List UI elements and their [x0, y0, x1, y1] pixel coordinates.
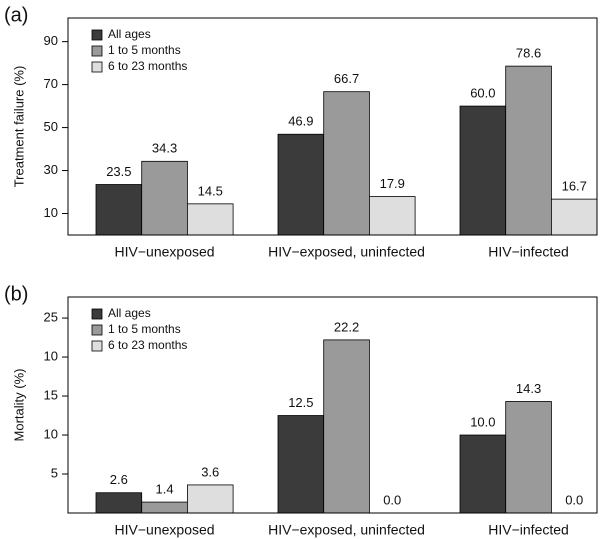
- plot-frame: [67, 17, 598, 236]
- legend-label: 1 to 5 months: [108, 43, 181, 57]
- value-label: 34.3: [152, 141, 177, 156]
- value-label: 78.6: [516, 46, 541, 61]
- bar: [505, 65, 552, 236]
- y-tick-label: 50: [44, 119, 58, 134]
- legend-swatch: [91, 45, 103, 57]
- bar: [368, 196, 416, 236]
- value-label: 23.5: [106, 164, 131, 179]
- y-tick-label: 10: [44, 348, 58, 363]
- bar: [323, 339, 370, 514]
- y-tick-label: 10: [44, 426, 58, 441]
- x-tick-label: HIV−exposed, uninfected: [268, 244, 425, 260]
- legend-label: 6 to 23 months: [108, 59, 187, 73]
- bar: [551, 198, 598, 236]
- legend-label: 1 to 5 months: [108, 322, 181, 336]
- bar: [277, 415, 325, 514]
- bar: [186, 484, 234, 514]
- plot-frame: [67, 296, 598, 514]
- x-tick-label: HIV−infected: [488, 522, 569, 538]
- value-label: 14.5: [198, 183, 223, 198]
- y-tick-label: 25: [44, 309, 58, 324]
- bar: [95, 184, 143, 236]
- x-tick-label: HIV−infected: [488, 244, 569, 260]
- bar: [505, 401, 552, 514]
- value-label: 1.4: [156, 482, 174, 497]
- bar: [141, 501, 188, 514]
- legend-swatch: [91, 61, 103, 73]
- legend-swatch: [91, 324, 103, 336]
- bar: [323, 91, 370, 236]
- x-tick-label: HIV−unexposed: [115, 244, 215, 260]
- x-tick-label: HIV−exposed, uninfected: [268, 522, 425, 538]
- x-tick-label: HIV−unexposed: [115, 522, 215, 538]
- bar: [186, 203, 234, 236]
- panel-label: (a): [4, 4, 28, 26]
- y-tick-label: 10: [44, 205, 58, 220]
- bar: [459, 105, 507, 236]
- value-label: 17.9: [380, 176, 405, 191]
- y-tick-label: 70: [44, 76, 58, 91]
- legend-label: 6 to 23 months: [108, 338, 187, 352]
- value-label: 3.6: [201, 464, 219, 479]
- legend-swatch: [91, 29, 103, 41]
- bar: [277, 133, 325, 236]
- value-label: 60.0: [470, 86, 495, 101]
- panel-label: (b): [4, 283, 28, 305]
- value-label: 0.0: [565, 492, 583, 507]
- legend-swatch: [91, 340, 103, 352]
- value-label: 14.3: [516, 381, 541, 396]
- value-label: 2.6: [110, 472, 128, 487]
- y-tick-label: 5: [51, 465, 58, 480]
- bar: [95, 492, 143, 514]
- value-label: 22.2: [334, 319, 359, 334]
- value-label: 66.7: [334, 71, 359, 86]
- value-label: 12.5: [288, 395, 313, 410]
- legend-swatch: [91, 308, 103, 320]
- y-tick-label: 30: [44, 162, 58, 177]
- value-label: 16.7: [562, 179, 587, 194]
- y-tick-label: 15: [44, 387, 58, 402]
- y-axis-label: Mortality (%): [11, 369, 26, 442]
- y-axis-label: Treatment failure (%): [11, 66, 26, 188]
- legend-label: All ages: [108, 306, 151, 320]
- bar: [459, 434, 507, 514]
- y-tick-label: 90: [44, 33, 58, 48]
- value-label: 0.0: [383, 492, 401, 507]
- bar: [141, 160, 188, 236]
- legend-label: All ages: [108, 27, 151, 41]
- value-label: 10.0: [470, 414, 495, 429]
- value-label: 46.9: [288, 114, 313, 129]
